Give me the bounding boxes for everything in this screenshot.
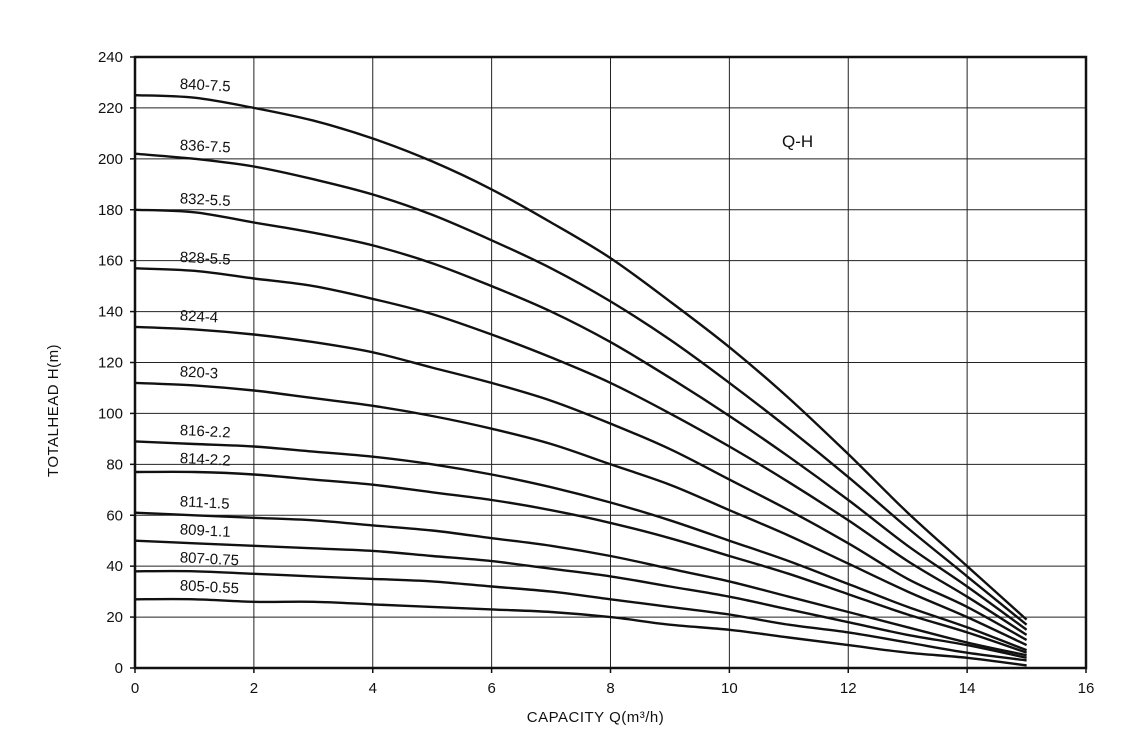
x-tick-label: 6 <box>487 680 495 697</box>
curve-label: 832-5.5 <box>179 190 231 210</box>
curve-label: 828-5.5 <box>179 249 231 269</box>
x-tick-label: 2 <box>250 680 258 697</box>
y-tick-label: 20 <box>106 609 123 626</box>
y-tick-label: 100 <box>98 405 123 422</box>
y-axis-label: TOTALHEAD H(m) <box>45 344 62 477</box>
curve-label: 814-2.2 <box>179 450 231 470</box>
chart-annotation: Q-H <box>782 132 813 151</box>
curve-814-2.2 <box>134 470 1027 654</box>
curve-label: 811-1.5 <box>179 493 230 513</box>
curve-label: 816-2.2 <box>179 422 231 442</box>
curve-807-0.75 <box>134 569 1027 662</box>
curve-840-7.5 <box>134 94 1028 621</box>
curve-label: 820-3 <box>179 363 218 382</box>
x-tick-label: 10 <box>721 680 738 697</box>
curve-label: 809-1.1 <box>179 521 231 541</box>
y-tick-label: 160 <box>98 253 123 270</box>
y-tick-label: 40 <box>106 558 123 575</box>
x-tick-label: 4 <box>369 680 377 697</box>
y-tick-label: 120 <box>98 355 123 372</box>
x-tick-label: 12 <box>840 680 857 697</box>
curve-816-2.2 <box>134 440 1028 652</box>
curve-labels: 840-7.5 836-7.5 832-5.5 828-5.5 824-4 820-3 81… <box>179 76 239 598</box>
curve-label: 805-0.55 <box>179 577 239 597</box>
curve-824-4 <box>134 325 1028 642</box>
curve-label: 807-0.75 <box>179 549 239 569</box>
grid <box>130 56 1087 673</box>
y-tick-label: 200 <box>98 151 123 168</box>
curve-805-0.55 <box>134 597 1027 667</box>
x-axis-label: CAPACITY Q(m³/h) <box>527 709 664 726</box>
y-tick-label: 60 <box>106 507 123 524</box>
curve-836-7.5 <box>134 152 1028 626</box>
curve-832-5.5 <box>134 208 1028 631</box>
x-tick-label: 8 <box>606 680 614 697</box>
y-tick-label: 240 <box>98 49 123 66</box>
x-tick-label: 0 <box>131 680 139 697</box>
tick-labels: 0 2 4 6 8 10 12 14 16020406080100120140160180200… <box>98 49 1094 697</box>
curve-label: 836-7.5 <box>179 137 231 157</box>
y-tick-label: 80 <box>106 456 123 473</box>
curve-809-1.1 <box>134 539 1027 659</box>
curve-label: 840-7.5 <box>179 76 231 96</box>
curve-820-3 <box>134 381 1028 647</box>
plot-frame <box>133 55 1088 670</box>
x-tick-label: 16 <box>1078 680 1095 697</box>
y-tick-label: 0 <box>115 660 123 677</box>
y-tick-label: 180 <box>98 202 123 219</box>
curve-811-1.5 <box>134 511 1027 657</box>
x-tick-label: 14 <box>959 680 976 697</box>
y-tick-label: 220 <box>98 100 123 117</box>
curve-lines <box>134 94 1028 667</box>
curve-label: 824-4 <box>179 307 218 326</box>
curve-828-5.5 <box>134 267 1028 636</box>
y-tick-label: 140 <box>98 304 123 321</box>
